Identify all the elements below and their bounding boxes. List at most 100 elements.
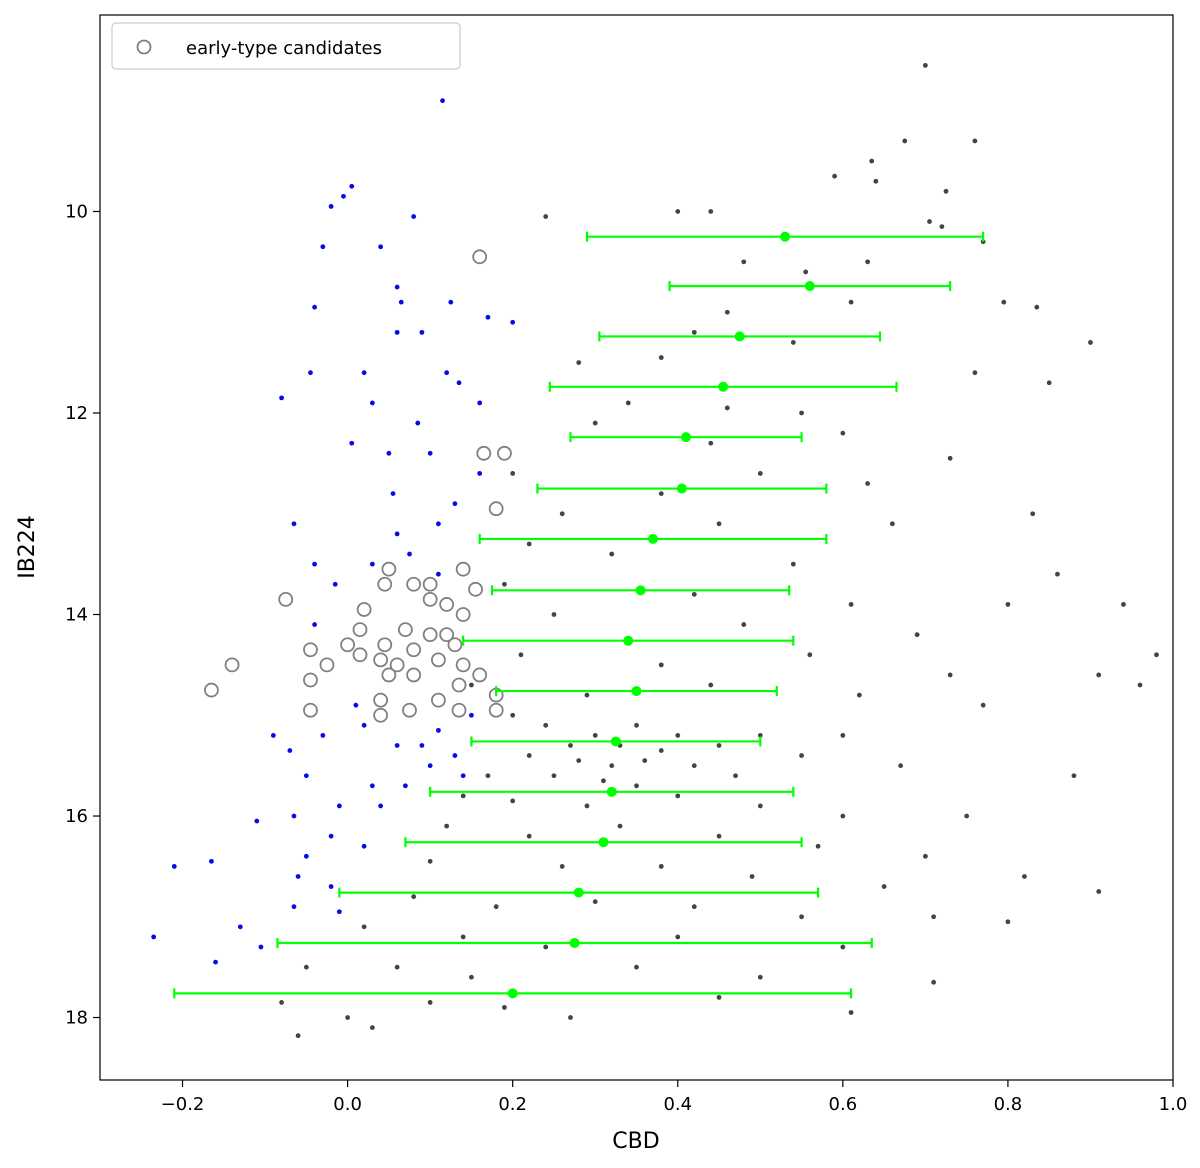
point	[947, 672, 953, 678]
point	[592, 733, 598, 738]
point	[840, 944, 846, 950]
candidate-marker	[381, 561, 397, 577]
mean-point	[573, 887, 584, 898]
point	[485, 773, 491, 779]
candidate-marker	[373, 707, 389, 723]
point	[716, 521, 722, 527]
point	[502, 581, 507, 587]
point	[419, 743, 425, 748]
point	[291, 813, 297, 819]
point	[980, 239, 986, 245]
candidate-marker	[352, 622, 368, 638]
point	[559, 511, 565, 517]
y-tick-label: 18	[65, 1008, 88, 1029]
point	[332, 581, 338, 587]
point	[939, 224, 945, 229]
point	[741, 259, 747, 265]
point	[485, 314, 491, 320]
point	[691, 591, 697, 597]
mean-point	[804, 281, 815, 292]
point	[526, 833, 532, 839]
point	[518, 652, 524, 658]
candidate-marker	[431, 652, 446, 668]
candidate-marker	[402, 702, 417, 718]
y-tick-label: 14	[65, 605, 88, 626]
candidate-marker	[303, 702, 318, 718]
point	[312, 622, 317, 627]
x-tick-label: 0.6	[829, 1094, 858, 1115]
point	[741, 622, 747, 627]
point	[642, 758, 648, 764]
candidate-marker	[377, 637, 393, 653]
point	[634, 964, 639, 970]
point	[526, 541, 532, 547]
point	[675, 934, 681, 940]
y-axis-label: IB224	[15, 515, 40, 579]
candidate-marker	[422, 591, 438, 607]
point	[931, 914, 937, 920]
point	[568, 1015, 573, 1020]
x-tick-label: 0.4	[663, 1094, 692, 1115]
point	[378, 803, 384, 809]
x-tick-label: 0.8	[994, 1094, 1023, 1115]
point	[361, 370, 367, 376]
candidate-marker	[439, 597, 455, 612]
candidate-marker	[377, 576, 393, 592]
point	[609, 551, 615, 557]
candidate-marker	[455, 657, 471, 673]
x-tick-label: 0.2	[498, 1094, 527, 1115]
point	[922, 853, 928, 859]
point	[394, 329, 400, 335]
point	[1055, 571, 1060, 577]
candidate-marker	[455, 561, 471, 577]
point	[1034, 304, 1040, 310]
candidate-marker	[451, 702, 467, 718]
point	[592, 420, 598, 426]
point	[927, 219, 932, 224]
point	[658, 491, 664, 496]
point	[291, 521, 297, 527]
point	[469, 712, 474, 718]
point	[708, 682, 714, 688]
point	[336, 803, 342, 809]
point	[584, 692, 590, 698]
point	[972, 138, 978, 144]
point	[411, 214, 417, 219]
point	[1005, 919, 1011, 925]
candidate-marker	[451, 677, 467, 693]
point	[312, 304, 317, 310]
point	[415, 420, 421, 426]
mean-point	[681, 432, 692, 443]
point	[840, 733, 846, 738]
point	[1071, 773, 1077, 779]
point	[551, 773, 557, 779]
point	[625, 400, 631, 406]
point	[865, 481, 871, 486]
point	[1030, 511, 1036, 517]
point	[469, 682, 474, 688]
point	[609, 763, 615, 769]
candidate-marker	[406, 576, 422, 592]
candidate-marker	[303, 642, 318, 658]
point	[947, 455, 953, 461]
point	[601, 778, 606, 784]
point	[402, 783, 408, 789]
point	[510, 712, 516, 718]
point	[291, 904, 297, 910]
point	[427, 1000, 433, 1005]
candidate-marker	[439, 627, 455, 643]
point	[803, 269, 809, 275]
x-tick-label: 0.0	[333, 1094, 362, 1115]
candidate-marker	[373, 692, 389, 708]
candidate-marker	[389, 657, 405, 673]
point	[493, 904, 499, 910]
mean-point	[676, 483, 687, 494]
point	[943, 188, 949, 194]
point	[790, 340, 796, 345]
point	[543, 214, 549, 219]
point	[634, 783, 639, 789]
point	[477, 400, 483, 406]
point	[964, 813, 970, 819]
point	[526, 753, 532, 758]
